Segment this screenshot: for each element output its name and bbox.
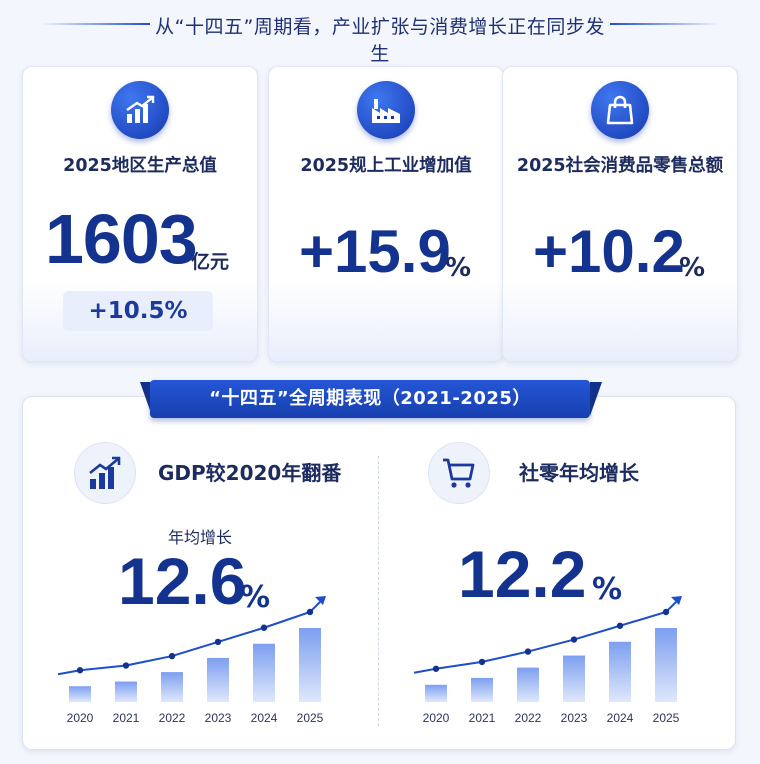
bar-2020 — [69, 686, 91, 702]
x-tick-label: 2021 — [113, 711, 140, 725]
card-industry: 2025规上工业增加值 +15.9 % — [268, 66, 504, 362]
bar-2021 — [115, 681, 137, 702]
trend-point — [214, 638, 222, 646]
trend-point — [306, 608, 314, 616]
bar-2025 — [655, 628, 677, 702]
trend-point — [168, 652, 176, 660]
trend-point — [260, 624, 268, 631]
card-label: 2025社会消费品零售总额 — [516, 156, 724, 176]
bar-2022 — [161, 672, 183, 702]
trend-point — [76, 667, 84, 674]
bar-2020 — [425, 684, 447, 702]
shopping-cart-icon — [428, 442, 490, 504]
gdp-double-title: GDP较2020年翻番 — [158, 461, 342, 485]
annual-growth-caption: 年均增长 — [168, 528, 233, 547]
header-line-left — [40, 23, 150, 25]
factory-icon — [357, 81, 415, 139]
trend-line — [413, 601, 677, 674]
x-tick-label: 2024 — [251, 711, 278, 725]
card-value: +10.2 — [533, 218, 685, 285]
x-tick-label: 2022 — [515, 711, 542, 725]
card-label: 2025规上工业增加值 — [300, 156, 472, 176]
x-tick-label: 2021 — [469, 711, 496, 725]
x-tick-label: 2020 — [423, 711, 450, 725]
x-tick-label: 2025 — [653, 711, 680, 725]
retail-growth-unit: % — [592, 572, 623, 607]
bar-2023 — [207, 657, 229, 702]
header: 从“十四五”周期看，产业扩张与消费增长正在同步发生 — [0, 6, 760, 65]
trend-point — [616, 622, 624, 629]
trend-line — [57, 601, 321, 676]
card-value: +15.9 — [299, 218, 451, 285]
bar-2021 — [471, 677, 493, 702]
ribbon-fold-right — [590, 382, 602, 416]
shopping-bag-icon — [591, 81, 649, 139]
trend-arrow-icon — [671, 596, 682, 605]
card-gdp: 2025地区生产总值 1603 亿元 +10.5% — [22, 66, 258, 362]
panel-divider — [378, 456, 379, 726]
trend-point — [432, 665, 440, 672]
trend-point — [478, 658, 486, 666]
bar-2025 — [299, 628, 321, 702]
gdp-bar-chart: 2020 2021 2022 2023 2024 2025 — [57, 596, 326, 725]
bar-2024 — [609, 641, 631, 702]
trend-point — [122, 662, 130, 669]
x-tick-label: 2024 — [607, 711, 634, 725]
x-tick-label: 2020 — [67, 711, 94, 725]
bar-2024 — [253, 643, 275, 702]
retail-bar-chart: 2020 2021 2022 2023 2024 2025 — [413, 596, 682, 725]
bar-chart-up-icon — [74, 442, 136, 504]
bar-2023 — [563, 655, 585, 702]
x-tick-label: 2023 — [205, 711, 232, 725]
card-label: 2025地区生产总值 — [63, 156, 217, 176]
card-retail: 2025社会消费品零售总额 +10.2 % — [502, 66, 738, 362]
card-wave — [269, 281, 503, 361]
header-line-right — [610, 23, 720, 25]
card-unit: % — [679, 253, 706, 283]
x-tick-label: 2025 — [297, 711, 324, 725]
card-unit: 亿元 — [191, 251, 230, 273]
retail-growth-title: 社零年均增长 — [519, 461, 639, 485]
bar-2022 — [517, 667, 539, 702]
section-title: “十四五”全周期表现（2021-2025） — [150, 380, 590, 418]
trend-point — [570, 636, 578, 643]
bar-chart-up-icon — [111, 81, 169, 139]
trend-point — [662, 608, 670, 616]
card-value: 1603 — [45, 200, 198, 278]
trend-arrow-icon — [315, 596, 326, 605]
x-tick-label: 2023 — [561, 711, 588, 725]
gdp-growth-value: 12.6 — [118, 544, 247, 618]
x-tick-label: 2022 — [159, 711, 186, 725]
growth-badge: +10.5% — [63, 291, 213, 331]
gdp-growth-unit: % — [240, 580, 271, 615]
retail-growth-value: 12.2 — [458, 537, 587, 611]
card-wave — [503, 281, 737, 361]
header-title: 从“十四五”周期看，产业扩张与消费增长正在同步发生 — [155, 16, 605, 65]
card-unit: % — [445, 253, 472, 283]
ribbon-fold-left — [140, 382, 152, 416]
trend-point — [524, 648, 532, 655]
